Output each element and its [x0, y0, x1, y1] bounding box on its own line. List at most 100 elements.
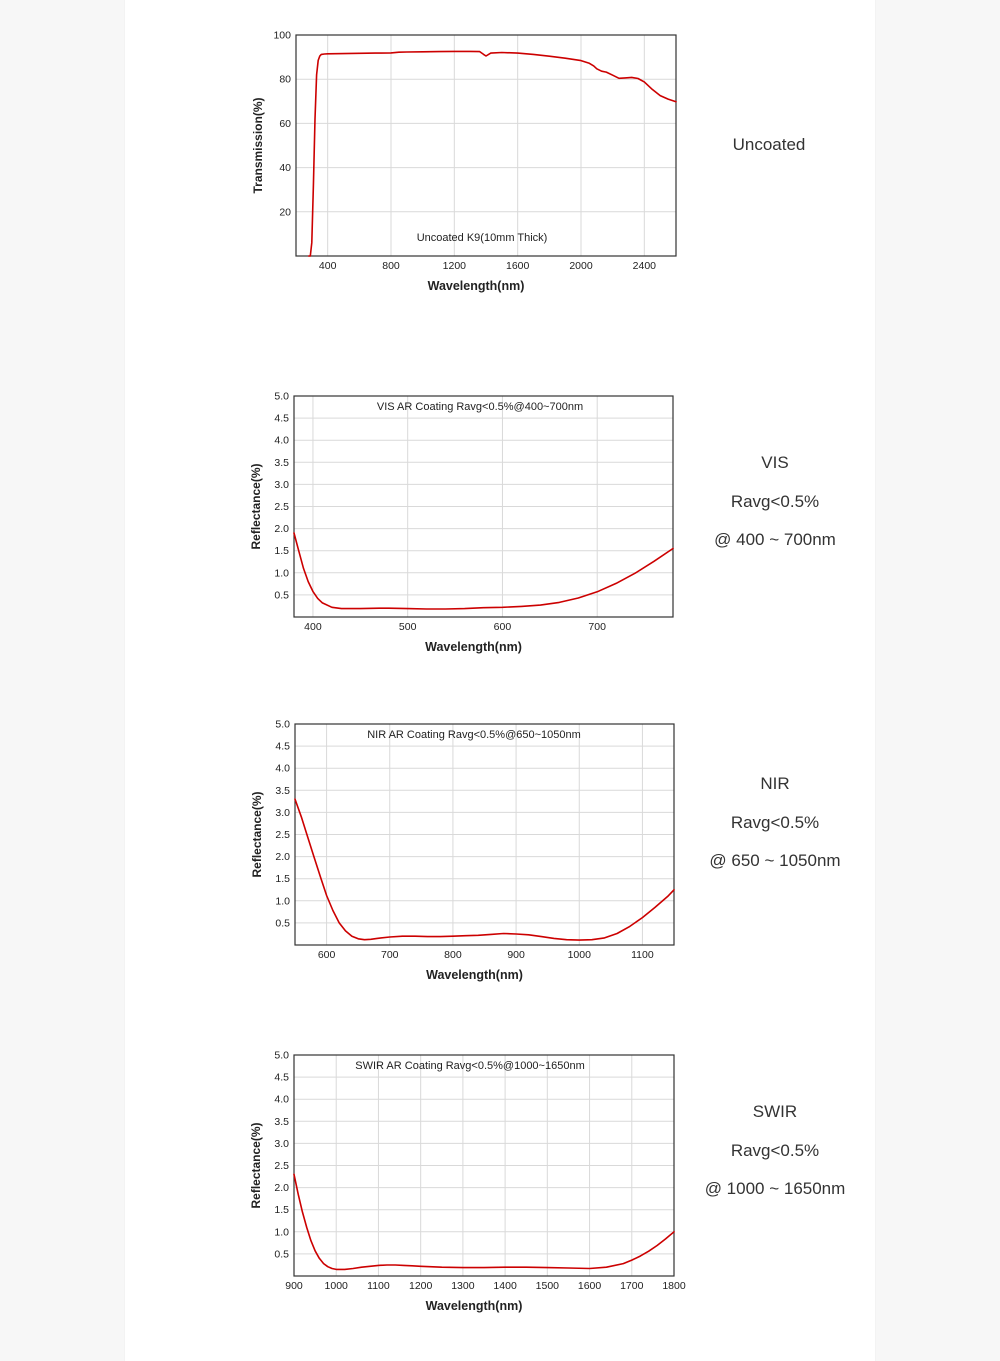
- y-tick-label: 1.0: [274, 567, 289, 579]
- y-tick-label: 1.5: [275, 873, 290, 885]
- y-tick-label: 2.5: [274, 1160, 289, 1172]
- spec-vis: VIS Ravg<0.5% @ 400 ~ 700nm: [665, 444, 885, 560]
- x-tick-label: 1100: [631, 949, 654, 961]
- x-tick-label: 1000: [568, 949, 592, 961]
- x-tick-label: 1800: [662, 1280, 686, 1292]
- y-tick-label: 3.0: [275, 807, 290, 819]
- x-tick-label: 2000: [569, 260, 593, 272]
- y-tick-label: 5.0: [275, 719, 290, 731]
- y-tick-label: 4.0: [274, 435, 289, 447]
- x-axis-label: Wavelength(nm): [428, 279, 525, 293]
- y-tick-label: 4.0: [274, 1094, 289, 1106]
- y-tick-label: 1.5: [274, 545, 289, 557]
- y-tick-label: 4.0: [275, 763, 290, 775]
- y-tick-label: 3.5: [274, 1116, 289, 1128]
- spec-line: SWIR: [752, 1102, 798, 1121]
- plot-frame: [293, 395, 674, 618]
- x-tick-label: 1100: [367, 1280, 390, 1292]
- y-tick-label: 3.0: [274, 479, 289, 491]
- y-tick-label: 3.0: [274, 1138, 289, 1150]
- x-tick-label: 2400: [633, 260, 657, 272]
- y-tick-label: 2.0: [274, 1182, 289, 1194]
- spec-line: Ravg<0.5%: [730, 491, 820, 511]
- y-tick-label: 0.5: [274, 1248, 289, 1260]
- x-tick-label: 400: [304, 621, 322, 633]
- y-tick-label: 80: [279, 74, 291, 86]
- y-tick-label: 2.5: [275, 829, 290, 841]
- chart-title: Uncoated K9(10mm Thick): [417, 232, 548, 244]
- spec-line: @ 400 ~ 700nm: [714, 530, 836, 549]
- x-tick-label: 400: [319, 260, 337, 272]
- x-tick-label: 1500: [536, 1280, 560, 1292]
- x-tick-label: 1400: [493, 1280, 517, 1292]
- y-axis-label: Transmission(%): [251, 97, 265, 193]
- x-tick-label: 800: [444, 949, 462, 961]
- plot-frame: [293, 1054, 675, 1277]
- y-axis-label: Reflectance(%): [249, 1122, 263, 1208]
- chart-title: SWIR AR Coating Ravg<0.5%@1000~1650nm: [355, 1060, 584, 1072]
- right-margin: [875, 0, 1000, 1361]
- x-axis-label: Wavelength(nm): [426, 1299, 523, 1313]
- y-tick-label: 1.0: [275, 895, 290, 907]
- x-tick-label: 700: [588, 621, 606, 633]
- y-tick-label: 1.5: [274, 1204, 289, 1216]
- x-tick-label: 700: [381, 949, 399, 961]
- y-tick-label: 100: [273, 30, 291, 42]
- y-tick-label: 0.5: [275, 917, 290, 929]
- x-axis-label: Wavelength(nm): [425, 640, 522, 654]
- y-tick-label: 2.5: [274, 501, 289, 513]
- x-tick-label: 1200: [409, 1280, 433, 1292]
- chart-title: VIS AR Coating Ravg<0.5%@400~700nm: [377, 401, 583, 413]
- y-tick-label: 40: [279, 162, 291, 174]
- spec-line: VIS: [761, 453, 789, 472]
- spec-line: @ 1000 ~ 1650nm: [704, 1179, 846, 1198]
- x-tick-label: 600: [318, 949, 336, 961]
- content-panel: [125, 0, 875, 1361]
- y-axis-label: Reflectance(%): [250, 791, 264, 877]
- y-tick-label: 5.0: [274, 391, 289, 403]
- series-line: [293, 1173, 675, 1271]
- y-tick-label: 3.5: [275, 785, 290, 797]
- plot-frame: [295, 34, 677, 257]
- y-tick-label: 2.0: [274, 523, 289, 535]
- series-line: [307, 50, 677, 257]
- x-tick-label: 800: [382, 260, 400, 272]
- y-tick-label: 20: [279, 206, 291, 218]
- left-margin: [0, 0, 125, 1361]
- spec-line: Ravg<0.5%: [730, 812, 820, 832]
- chart-title: NIR AR Coating Ravg<0.5%@650~1050nm: [367, 729, 581, 741]
- y-tick-label: 4.5: [274, 1072, 289, 1084]
- x-tick-label: 600: [494, 621, 512, 633]
- x-tick-label: 1600: [506, 260, 530, 272]
- series-line: [294, 798, 675, 941]
- x-tick-label: 900: [507, 949, 525, 961]
- y-tick-label: 60: [279, 118, 291, 130]
- y-tick-label: 1.0: [274, 1226, 289, 1238]
- x-tick-label: 1000: [325, 1280, 349, 1292]
- spec-line: @ 650 ~ 1050nm: [709, 851, 841, 870]
- y-tick-label: 0.5: [274, 589, 289, 601]
- x-tick-label: 500: [399, 621, 417, 633]
- y-tick-label: 4.5: [275, 741, 290, 753]
- y-tick-label: 2.0: [275, 851, 290, 863]
- x-tick-label: 1300: [451, 1280, 475, 1292]
- spec-line: Ravg<0.5%: [730, 1140, 820, 1160]
- x-axis-label: Wavelength(nm): [426, 968, 523, 982]
- x-tick-label: 1700: [620, 1280, 644, 1292]
- x-tick-label: 1200: [443, 260, 467, 272]
- plot-frame: [294, 723, 675, 946]
- spec-line: Uncoated: [732, 135, 806, 154]
- y-tick-label: 3.5: [274, 457, 289, 469]
- y-tick-label: 5.0: [274, 1050, 289, 1062]
- y-axis-label: Reflectance(%): [249, 463, 263, 549]
- spec-nir: NIR Ravg<0.5% @ 650 ~ 1050nm: [665, 765, 885, 881]
- spec-line: NIR: [760, 774, 790, 793]
- spec-uncoated: Uncoated: [659, 126, 879, 165]
- y-tick-label: 4.5: [274, 413, 289, 425]
- x-tick-label: 1600: [578, 1280, 602, 1292]
- series-line: [293, 532, 674, 610]
